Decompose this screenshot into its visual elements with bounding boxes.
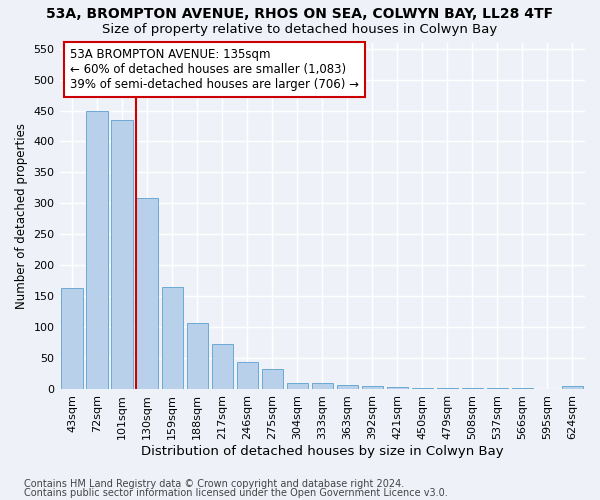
Text: 53A, BROMPTON AVENUE, RHOS ON SEA, COLWYN BAY, LL28 4TF: 53A, BROMPTON AVENUE, RHOS ON SEA, COLWY… xyxy=(46,8,554,22)
Bar xyxy=(112,120,133,389)
Bar xyxy=(161,287,183,389)
X-axis label: Distribution of detached houses by size in Colwyn Bay: Distribution of detached houses by size … xyxy=(141,444,503,458)
Text: Contains HM Land Registry data © Crown copyright and database right 2024.: Contains HM Land Registry data © Crown c… xyxy=(24,479,404,489)
Bar xyxy=(487,388,508,389)
Text: Contains public sector information licensed under the Open Government Licence v3: Contains public sector information licen… xyxy=(24,488,448,498)
Bar xyxy=(61,288,83,389)
Bar xyxy=(187,323,208,389)
Text: 53A BROMPTON AVENUE: 135sqm
← 60% of detached houses are smaller (1,083)
39% of : 53A BROMPTON AVENUE: 135sqm ← 60% of det… xyxy=(70,48,359,90)
Bar xyxy=(562,386,583,389)
Bar xyxy=(212,344,233,389)
Bar xyxy=(362,386,383,389)
Bar xyxy=(262,368,283,389)
Bar xyxy=(412,388,433,389)
Bar xyxy=(387,387,408,389)
Bar xyxy=(287,383,308,389)
Bar xyxy=(236,362,258,389)
Bar xyxy=(437,388,458,389)
Bar xyxy=(512,388,533,389)
Bar xyxy=(86,110,108,389)
Bar xyxy=(462,388,483,389)
Bar xyxy=(136,198,158,389)
Y-axis label: Number of detached properties: Number of detached properties xyxy=(15,122,28,308)
Text: Size of property relative to detached houses in Colwyn Bay: Size of property relative to detached ho… xyxy=(103,22,497,36)
Bar xyxy=(337,384,358,389)
Bar xyxy=(311,383,333,389)
